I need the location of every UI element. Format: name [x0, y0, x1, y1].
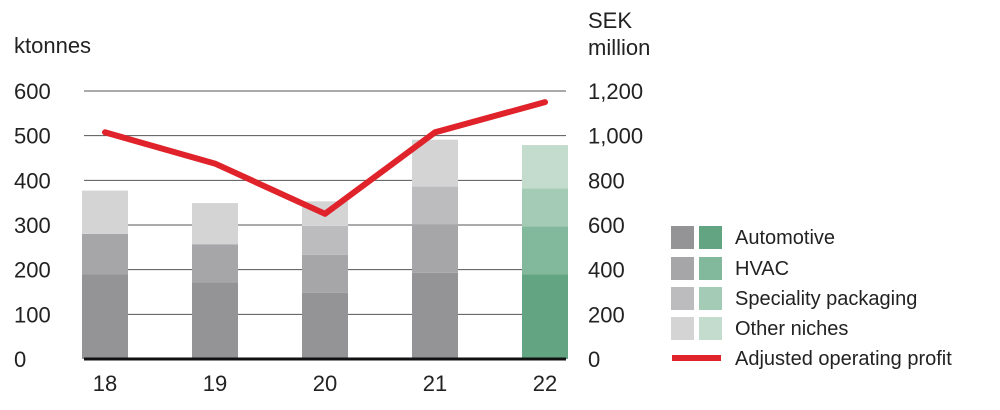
left-tick-label: 200 [14, 258, 51, 283]
adjusted-operating-profit-line [102, 99, 548, 217]
legend-label: Automotive [735, 227, 835, 249]
right-axis-unit-line-2: million [588, 35, 650, 60]
legend-label: HVAC [735, 258, 789, 280]
bar-segment-automotive [412, 272, 458, 359]
right-axis: SEK million 0 200 400 600 800 1,000 1,200 [588, 8, 650, 372]
left-tick-label: 0 [14, 347, 26, 372]
legend-swatch-grey [671, 226, 694, 249]
bar-segment-automotive [522, 274, 568, 359]
bar-segment-hvac [82, 233, 128, 275]
profit-line [102, 99, 548, 217]
legend-swatch-grey [671, 287, 694, 310]
x-axis: 18 19 20 21 22 [93, 371, 557, 396]
right-tick-label: 600 [588, 213, 625, 238]
x-tick-label: 20 [313, 371, 337, 396]
bar-segment-other-niches [82, 190, 128, 234]
right-tick-label: 200 [588, 302, 625, 327]
bar-segment-speciality-packaging [412, 186, 458, 225]
legend: Automotive HVAC Speciality packaging Other … [671, 226, 952, 370]
bar-segment-other-niches [522, 145, 568, 189]
x-tick-label: 21 [423, 371, 447, 396]
legend-label: Speciality packaging [735, 288, 917, 310]
legend-label: Adjusted operating profit [735, 348, 952, 370]
left-tick-label: 100 [14, 302, 51, 327]
bars [82, 139, 568, 359]
bar-segment-hvac [412, 224, 458, 273]
legend-swatch-green [699, 317, 722, 340]
left-axis-unit: ktonnes [14, 33, 91, 58]
left-tick-label: 300 [14, 213, 51, 238]
left-tick-label: 600 [14, 79, 51, 104]
left-tick-label: 500 [14, 124, 51, 149]
right-tick-label: 1,200 [588, 79, 643, 104]
bar-segment-other-niches [192, 203, 238, 245]
right-tick-label: 0 [588, 347, 600, 372]
bar-segment-hvac [302, 254, 348, 293]
x-tick-label: 22 [533, 371, 557, 396]
bar-segment-speciality-packaging [302, 225, 348, 255]
bar-segment-speciality-packaging [522, 188, 568, 227]
bar-segment-automotive [82, 274, 128, 359]
bar-segment-hvac [192, 244, 238, 283]
bar-segment-automotive [302, 292, 348, 359]
x-tick-label: 19 [203, 371, 227, 396]
left-tick-label: 400 [14, 168, 51, 193]
right-axis-unit-line-1: SEK [588, 8, 632, 33]
legend-swatch-green [699, 257, 722, 280]
right-tick-label: 1,000 [588, 124, 643, 149]
legend-label: Other niches [735, 318, 848, 340]
legend-swatch-grey [671, 317, 694, 340]
right-tick-label: 400 [588, 258, 625, 283]
legend-swatch-green [699, 226, 722, 249]
legend-swatch-green [699, 287, 722, 310]
left-axis: ktonnes 0 100 200 300 400 500 600 [14, 33, 91, 372]
legend-swatch-grey [671, 257, 694, 280]
x-tick-label: 18 [93, 371, 117, 396]
right-tick-label: 800 [588, 168, 625, 193]
bar-segment-other-niches [412, 139, 458, 187]
bar-segment-automotive [192, 282, 238, 359]
bar-segment-hvac [522, 226, 568, 275]
